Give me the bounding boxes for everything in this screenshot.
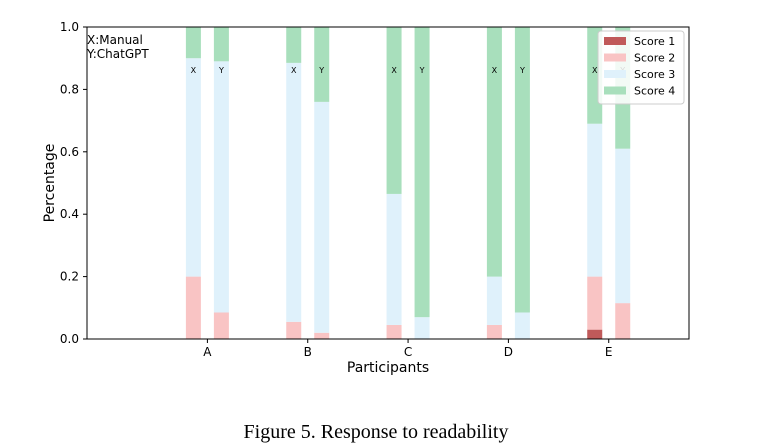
bar-d-manual-score3 — [486, 276, 502, 325]
figure-caption: Figure 5. Response to readability — [244, 421, 509, 443]
bar-e-chatgpt-score2 — [615, 303, 631, 339]
bar-letter-d-chatgpt: Y — [519, 66, 525, 75]
bar-letter-a-manual: X — [191, 66, 197, 75]
bar-a-manual-score4 — [185, 27, 201, 59]
y-tick-label: 0.0 — [60, 332, 79, 346]
y-tick-label: 0.2 — [60, 270, 79, 284]
legend-swatch-score3 — [604, 70, 626, 78]
bar-b-manual-score3 — [286, 62, 302, 322]
bar-a-manual-score2 — [185, 276, 201, 339]
bar-letter-c-manual: X — [391, 66, 397, 75]
bar-a-chatgpt-score4 — [213, 27, 229, 62]
x-tick-label-e: E — [605, 345, 613, 359]
bar-letter-c-chatgpt: Y — [419, 66, 425, 75]
bar-c-manual-score3 — [386, 193, 402, 325]
bar-letter-b-chatgpt: Y — [318, 66, 324, 75]
annotation-manual: X:Manual — [87, 33, 143, 47]
bar-b-chatgpt-score4 — [314, 27, 330, 102]
bar-a-manual-score3 — [185, 58, 201, 277]
bar-b-chatgpt-score3 — [314, 101, 330, 333]
y-tick-label: 1.0 — [60, 20, 79, 34]
bar-a-chatgpt-score2 — [213, 312, 229, 339]
legend: Score 1 Score 2 Score 3 Score 4 — [597, 30, 685, 105]
legend-swatch-score1 — [604, 37, 626, 45]
bar-d-manual-score2 — [486, 324, 502, 339]
legend-label-score4: Score 4 — [634, 85, 675, 98]
x-tick-label-b: B — [304, 345, 312, 359]
y-axis-label: Percentage — [42, 144, 58, 223]
bars-layer: XYXYXYXYXY — [185, 27, 631, 339]
x-tick-label-c: C — [404, 345, 412, 359]
bar-letter-e-manual: X — [592, 66, 598, 75]
bar-e-manual-score1 — [587, 329, 603, 339]
bar-c-chatgpt-score3 — [414, 317, 430, 339]
legend-swatch-score2 — [604, 53, 626, 62]
bar-letter-d-manual: X — [492, 66, 498, 75]
annotation-chatgpt: Y:ChatGPT — [86, 47, 149, 61]
bar-a-chatgpt-score3 — [213, 61, 229, 313]
bar-e-manual-score2 — [587, 276, 603, 330]
x-axis-label: Participants — [347, 360, 429, 376]
bar-d-chatgpt-score4 — [514, 27, 530, 313]
bar-c-manual-score2 — [386, 324, 402, 339]
bar-letter-b-manual: X — [291, 66, 297, 75]
legend-box — [597, 30, 685, 105]
bar-b-manual-score4 — [286, 27, 302, 63]
bar-d-manual-score4 — [486, 27, 502, 277]
y-tick-label: 0.8 — [60, 82, 79, 96]
x-tick-label-d: D — [504, 345, 513, 359]
legend-label-score2: Score 2 — [634, 52, 675, 65]
axes-layer: 0.0 0.2 0.4 0.6 0.8 1.0 A B C D E — [60, 20, 690, 359]
bar-e-manual-score3 — [587, 123, 603, 277]
bar-c-manual-score4 — [386, 27, 402, 194]
y-tick-label: 0.4 — [60, 207, 79, 221]
plot-frame — [86, 26, 690, 340]
bar-b-manual-score2 — [286, 321, 302, 339]
legend-swatch-score4 — [604, 86, 626, 95]
bar-c-chatgpt-score4 — [414, 27, 430, 318]
bar-d-chatgpt-score3 — [514, 312, 530, 339]
x-tick-label-a: A — [203, 345, 212, 359]
bar-e-chatgpt-score3 — [615, 148, 631, 304]
bar-b-chatgpt-score2 — [314, 332, 330, 339]
legend-label-score3: Score 3 — [634, 68, 675, 81]
y-tick-label: 0.6 — [60, 145, 79, 159]
bar-letter-a-chatgpt: Y — [218, 66, 224, 75]
legend-label-score1: Score 1 — [634, 35, 675, 48]
